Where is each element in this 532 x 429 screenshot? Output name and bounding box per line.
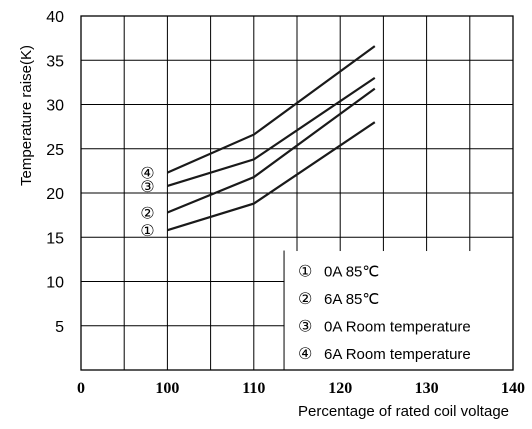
- plot-frame: [80, 15, 514, 371]
- series-lines: [166, 45, 376, 232]
- legend-box: [284, 251, 513, 370]
- y-tick-label: 25: [46, 142, 64, 159]
- y-tick-label: 20: [46, 186, 64, 203]
- series-marker-3: ③: [140, 177, 154, 196]
- plot-border: [80, 15, 514, 371]
- legend-marker-4: ④: [298, 344, 312, 363]
- x-tick-labels: 0 100 110 120 130 140: [77, 380, 525, 397]
- y-tick-label: 10: [46, 275, 64, 292]
- legend-label-4: 6A Room temperature: [324, 346, 471, 363]
- series-marker-4: ④: [140, 164, 154, 183]
- x-tick-label: 130: [415, 380, 439, 397]
- legend-marker-3: ③: [298, 317, 312, 336]
- x-tick-label: 100: [155, 380, 179, 397]
- y-tick-label: 30: [46, 98, 64, 115]
- x-tick-label: 110: [242, 380, 265, 397]
- series-line-4: [166, 45, 376, 174]
- series-markers: ①② ③④: [140, 164, 154, 241]
- legend-marker-2: ②: [298, 289, 312, 308]
- x-axis-label: Percentage of rated coil voltage: [298, 403, 509, 420]
- y-tick-label: 35: [46, 53, 64, 70]
- x-tick-label: 0: [77, 380, 85, 397]
- series-line-3: [167, 76, 376, 187]
- x-tick-label: 140: [501, 380, 525, 397]
- legend-label-1: 0A 85℃: [324, 264, 379, 281]
- y-axis-label: Temperature raise(K): [18, 45, 35, 186]
- y-tick-label: 5: [55, 319, 64, 336]
- series-line-1: [167, 121, 376, 232]
- legend-label-2: 6A 85℃: [324, 291, 379, 308]
- series-marker-2: ②: [140, 203, 154, 222]
- series-marker-1: ①: [140, 221, 154, 240]
- grid: [81, 16, 513, 370]
- y-tick-label: 15: [46, 230, 64, 247]
- y-tick-labels: 5 10 15 20 25 30 35 40: [46, 9, 64, 336]
- legend-label-3: 0A Room temperature: [324, 319, 471, 336]
- series-line-2: [166, 87, 376, 214]
- legend: ① 0A 85℃ ② 6A 85℃ ③ 0A Room temperature ④ 6A Ro…: [283, 250, 471, 370]
- legend-marker-1: ①: [298, 262, 312, 281]
- y-tick-label: 40: [46, 9, 64, 26]
- x-tick-label: 120: [328, 380, 352, 397]
